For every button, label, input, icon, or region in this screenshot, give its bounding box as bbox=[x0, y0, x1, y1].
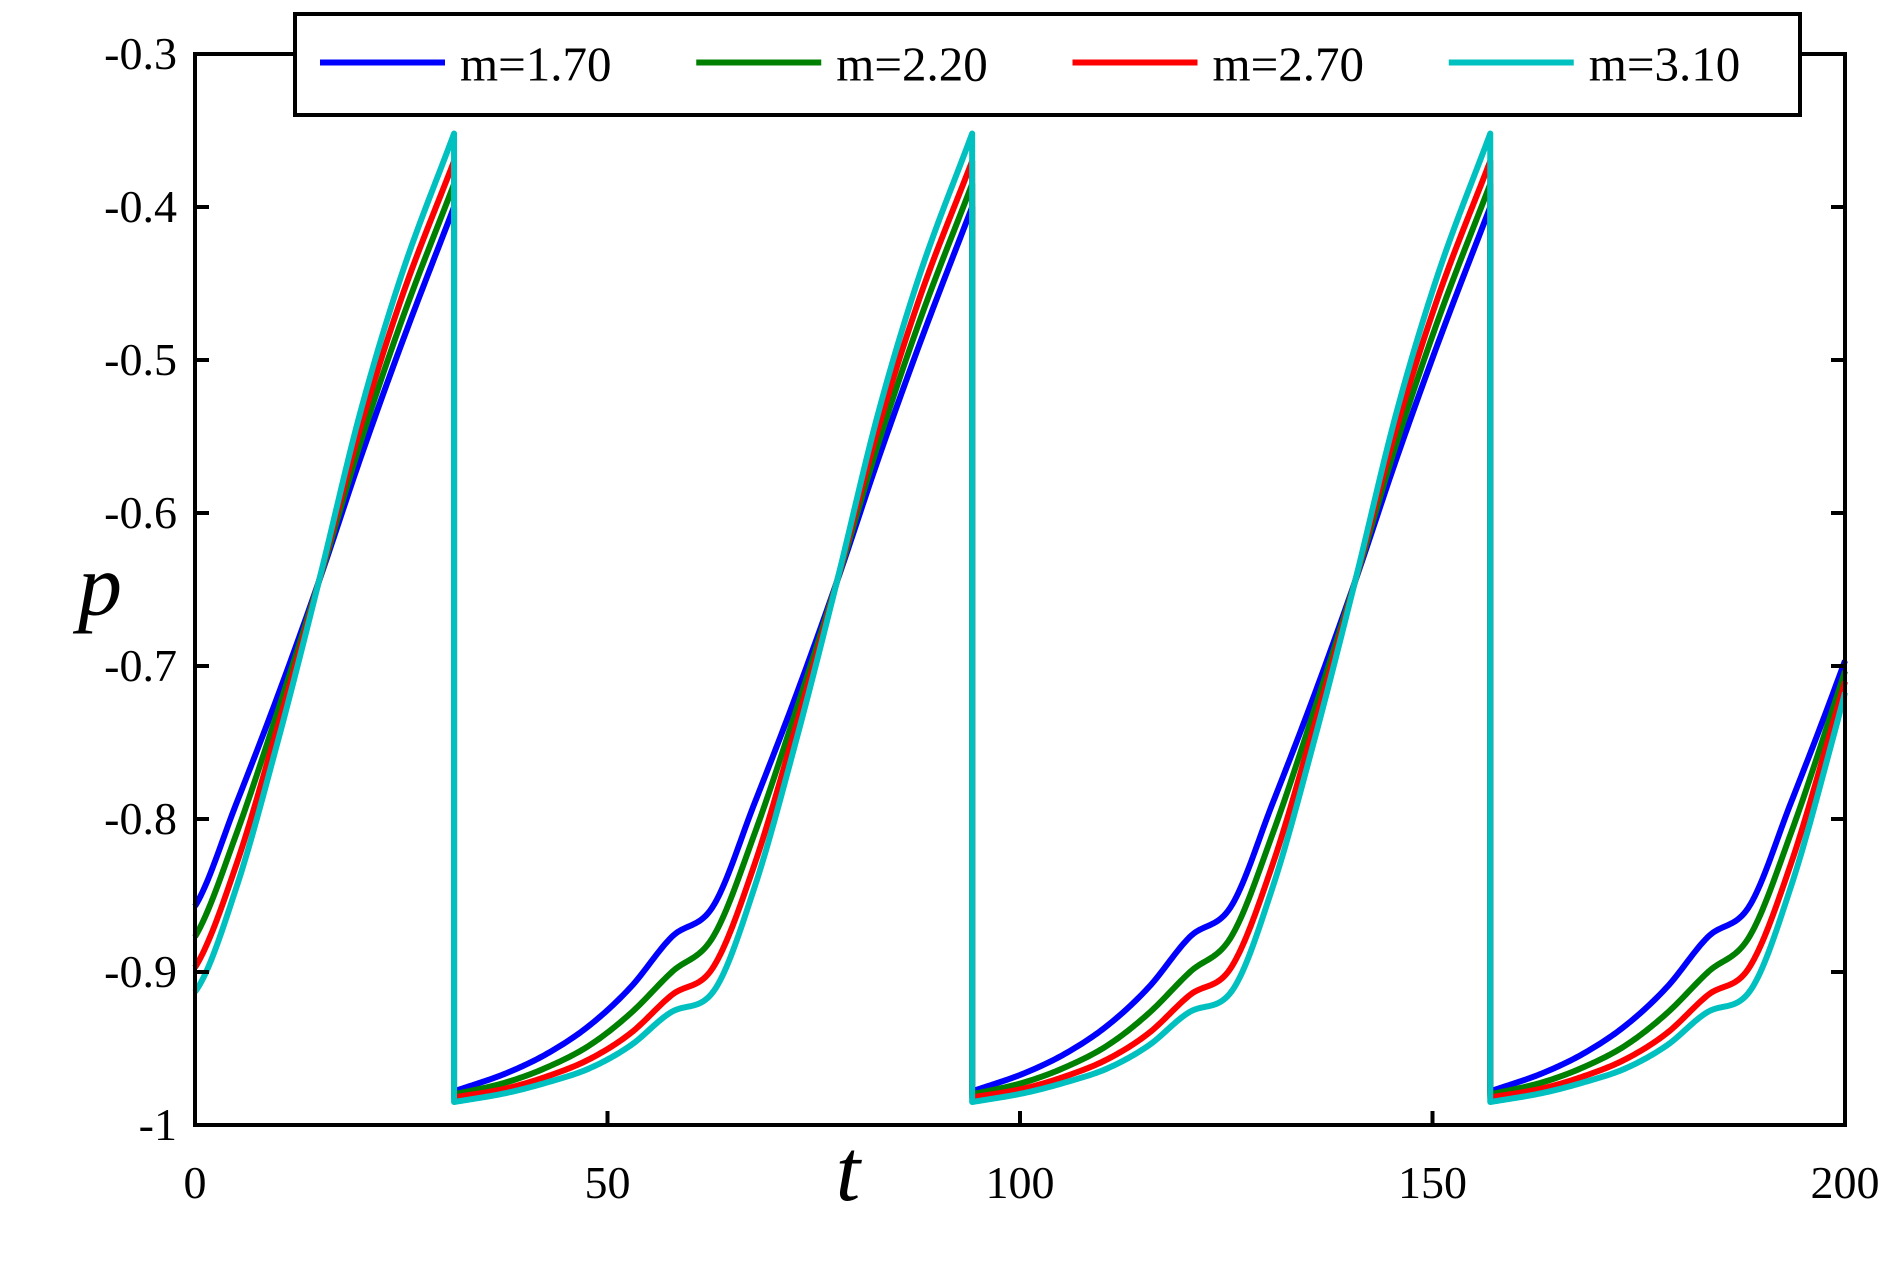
series-line-2 bbox=[192, 181, 1848, 1098]
legend-label-4: m=3.10 bbox=[1589, 37, 1741, 92]
legend-label-1: m=1.70 bbox=[460, 37, 612, 92]
y-axis-label: p bbox=[72, 538, 122, 635]
y-tick-label: -0.9 bbox=[104, 946, 177, 997]
y-tick-label: -0.5 bbox=[104, 334, 177, 385]
tick-layer: 0 50 100 150 200 -0.3 -0.4 -0.5 -0.6 -0.7 -0.8 -0.9… bbox=[104, 28, 1879, 1208]
legend: m=1.70 m=2.20 m=2.70 m=3.10 bbox=[293, 12, 1802, 117]
x-tick-label: 100 bbox=[986, 1157, 1055, 1208]
y-tick-label: -0.6 bbox=[104, 487, 177, 538]
series-line-1 bbox=[192, 204, 1848, 1095]
y-tick-label: -0.3 bbox=[104, 28, 177, 79]
y-tick-label: -0.7 bbox=[104, 640, 177, 691]
y-tick-label: -0.4 bbox=[104, 181, 177, 232]
legend-label-2: m=2.20 bbox=[836, 37, 988, 92]
x-tick-label: 200 bbox=[1811, 1157, 1880, 1208]
x-tick-label: 0 bbox=[184, 1157, 207, 1208]
plot-area bbox=[195, 54, 1845, 1125]
x-tick-label: 150 bbox=[1398, 1157, 1467, 1208]
y-tick-label: -1 bbox=[139, 1099, 177, 1150]
x-axis-label: t bbox=[836, 1123, 863, 1220]
legend-label-3: m=2.70 bbox=[1213, 37, 1365, 92]
x-tick-label: 50 bbox=[585, 1157, 631, 1208]
series-line-4 bbox=[192, 130, 1848, 1106]
y-tick-label: -0.8 bbox=[104, 793, 177, 844]
series-line-3 bbox=[192, 158, 1848, 1101]
series-layer bbox=[192, 130, 1848, 1106]
